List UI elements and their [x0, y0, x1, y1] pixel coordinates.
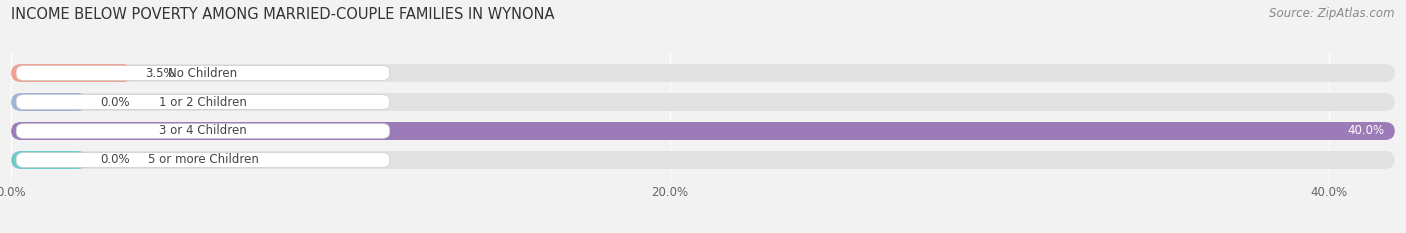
FancyBboxPatch shape [17, 124, 389, 138]
FancyBboxPatch shape [11, 151, 1395, 169]
Text: 3.5%: 3.5% [145, 66, 176, 79]
FancyBboxPatch shape [11, 122, 1395, 140]
Text: 0.0%: 0.0% [100, 96, 131, 109]
FancyBboxPatch shape [11, 151, 87, 169]
Text: 0.0%: 0.0% [100, 154, 131, 167]
FancyBboxPatch shape [17, 153, 389, 167]
FancyBboxPatch shape [17, 95, 389, 109]
Text: Source: ZipAtlas.com: Source: ZipAtlas.com [1270, 7, 1395, 20]
Text: 5 or more Children: 5 or more Children [148, 154, 259, 167]
FancyBboxPatch shape [11, 122, 1395, 140]
FancyBboxPatch shape [17, 66, 389, 80]
Text: 3 or 4 Children: 3 or 4 Children [159, 124, 247, 137]
Text: 1 or 2 Children: 1 or 2 Children [159, 96, 247, 109]
FancyBboxPatch shape [11, 93, 1395, 111]
FancyBboxPatch shape [11, 64, 1395, 82]
Text: 40.0%: 40.0% [1348, 124, 1385, 137]
FancyBboxPatch shape [11, 93, 87, 111]
Text: INCOME BELOW POVERTY AMONG MARRIED-COUPLE FAMILIES IN WYNONA: INCOME BELOW POVERTY AMONG MARRIED-COUPL… [11, 7, 555, 22]
Text: No Children: No Children [169, 66, 238, 79]
FancyBboxPatch shape [11, 64, 132, 82]
